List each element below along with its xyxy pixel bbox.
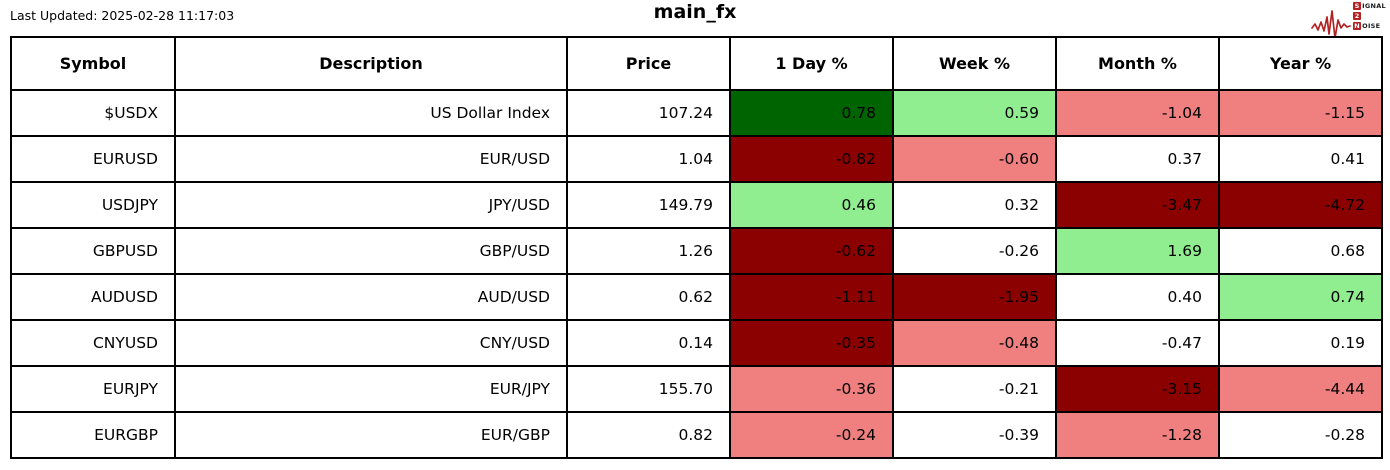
column-header-week: Week % [892, 36, 1057, 91]
price-cell: 0.82 [566, 411, 731, 459]
table-row: $USDX US Dollar Index 107.24 0.78 0.59 -1.04-… [10, 89, 1383, 137]
symbol-cell: USDJPY [10, 181, 176, 229]
change-cell-month: -3.47 [1055, 181, 1220, 229]
ecg-waveform-path [1311, 10, 1351, 39]
change-cell-week: -1.95 [892, 273, 1057, 321]
change-cell-week: -0.26 [892, 227, 1057, 275]
description-cell: EUR/GBP [174, 411, 568, 459]
change-cell-month: 0.40 [1055, 273, 1220, 321]
change-cell-month: 0.37 [1055, 135, 1220, 183]
change-cell-year: 0.41 [1218, 135, 1383, 183]
fx-table-header: Symbol Description Price 1 Day % Week % … [10, 36, 1383, 91]
table-row: GBPUSD GBP/USD 1.26 -0.62 -0.26 1.69 0.68 [10, 227, 1383, 275]
change-cell-year: 0.74 [1218, 273, 1383, 321]
symbol-cell: EURGBP [10, 411, 176, 459]
description-cell: GBP/USD [174, 227, 568, 275]
change-cell-week: -0.60 [892, 135, 1057, 183]
table-row: EURGBP EUR/GBP 0.82 -0.24 -0.39 -1.28 -0.28 [10, 411, 1383, 459]
price-cell: 1.04 [566, 135, 731, 183]
change-cell-week: 0.32 [892, 181, 1057, 229]
ecg-waveform-icon [1311, 10, 1351, 39]
change-cell-1day: -0.36 [729, 365, 894, 413]
table-row: USDJPY JPY/USD 149.79 0.46 0.32 -3.47 -4.72 [10, 181, 1383, 229]
column-header-symbol: Symbol [10, 36, 176, 91]
column-header-1-day: 1 Day % [729, 36, 894, 91]
header-row: Symbol Description Price 1 Day % Week % … [10, 36, 1383, 91]
column-header-month: Month % [1055, 36, 1220, 91]
change-cell-year: 0.19 [1218, 319, 1383, 367]
signal2noise-logo: S IGNAL 2 N OISE [1311, 2, 1386, 40]
table-row: EURUSD EUR/USD 1.04 -0.82 -0.60 0.37 0.41 [10, 135, 1383, 183]
change-cell-1day: -0.35 [729, 319, 894, 367]
logo-box-2: 2 [1353, 12, 1362, 20]
logo-text: S IGNAL 2 N OISE [1353, 2, 1386, 30]
page-title: main_fx [653, 1, 737, 23]
logo-line-noise: N OISE [1353, 22, 1386, 30]
logo-text-ignal: IGNAL [1362, 2, 1386, 10]
change-cell-1day: 0.78 [729, 89, 894, 137]
logo-text-oise: OISE [1362, 22, 1381, 30]
symbol-cell: EURJPY [10, 365, 176, 413]
table-row: AUDUSD AUD/USD 0.62 -1.11 -1.95 0.40 0.74 [10, 273, 1383, 321]
logo-box-n: N [1353, 22, 1362, 30]
symbol-cell: $USDX [10, 89, 176, 137]
change-cell-week: 0.59 [892, 89, 1057, 137]
change-cell-1day: -1.11 [729, 273, 894, 321]
column-header-price: Price [566, 36, 731, 91]
change-cell-1day: -0.82 [729, 135, 894, 183]
price-cell: 0.62 [566, 273, 731, 321]
fx-table: Symbol Description Price 1 Day % Week % … [10, 36, 1383, 459]
description-cell: EUR/JPY [174, 365, 568, 413]
column-header-year: Year % [1218, 36, 1383, 91]
logo-box-s: S [1353, 2, 1362, 10]
description-cell: AUD/USD [174, 273, 568, 321]
change-cell-1day: -0.62 [729, 227, 894, 275]
column-header-description: Description [174, 36, 568, 91]
description-cell: JPY/USD [174, 181, 568, 229]
change-cell-year: 0.68 [1218, 227, 1383, 275]
price-cell: 107.24 [566, 89, 731, 137]
logo-line-signal: S IGNAL [1353, 2, 1386, 10]
fx-table-body: $USDX US Dollar Index 107.24 0.78 0.59 -1.04-… [10, 89, 1383, 459]
change-cell-year: -4.44 [1218, 365, 1383, 413]
change-cell-week: -0.21 [892, 365, 1057, 413]
change-cell-week: -0.48 [892, 319, 1057, 367]
price-cell: 1.26 [566, 227, 731, 275]
table-row: EURJPY EUR/JPY 155.70 -0.36 -0.21 -3.15 -4.44 [10, 365, 1383, 413]
last-updated-text: Last Updated: 2025-02-28 11:17:03 [10, 8, 235, 23]
description-cell: EUR/USD [174, 135, 568, 183]
description-cell: US Dollar Index [174, 89, 568, 137]
symbol-cell: AUDUSD [10, 273, 176, 321]
description-cell: CNY/USD [174, 319, 568, 367]
symbol-cell: GBPUSD [10, 227, 176, 275]
change-cell-1day: 0.46 [729, 181, 894, 229]
symbol-cell: EURUSD [10, 135, 176, 183]
price-cell: 0.14 [566, 319, 731, 367]
change-cell-year: -0.28 [1218, 411, 1383, 459]
change-cell-month: -3.15 [1055, 365, 1220, 413]
change-cell-month: 1.69 [1055, 227, 1220, 275]
change-cell-month: -1.04 [1055, 89, 1220, 137]
change-cell-month: -0.47 [1055, 319, 1220, 367]
symbol-cell: CNYUSD [10, 319, 176, 367]
price-cell: 149.79 [566, 181, 731, 229]
change-cell-week: -0.39 [892, 411, 1057, 459]
price-cell: 155.70 [566, 365, 731, 413]
change-cell-year: -1.15 [1218, 89, 1383, 137]
table-row: CNYUSD CNY/USD 0.14 -0.35 -0.48 -0.47 0.19 [10, 319, 1383, 367]
change-cell-1day: -0.24 [729, 411, 894, 459]
change-cell-year: -4.72 [1218, 181, 1383, 229]
change-cell-month: -1.28 [1055, 411, 1220, 459]
logo-line-2: 2 [1353, 12, 1386, 20]
